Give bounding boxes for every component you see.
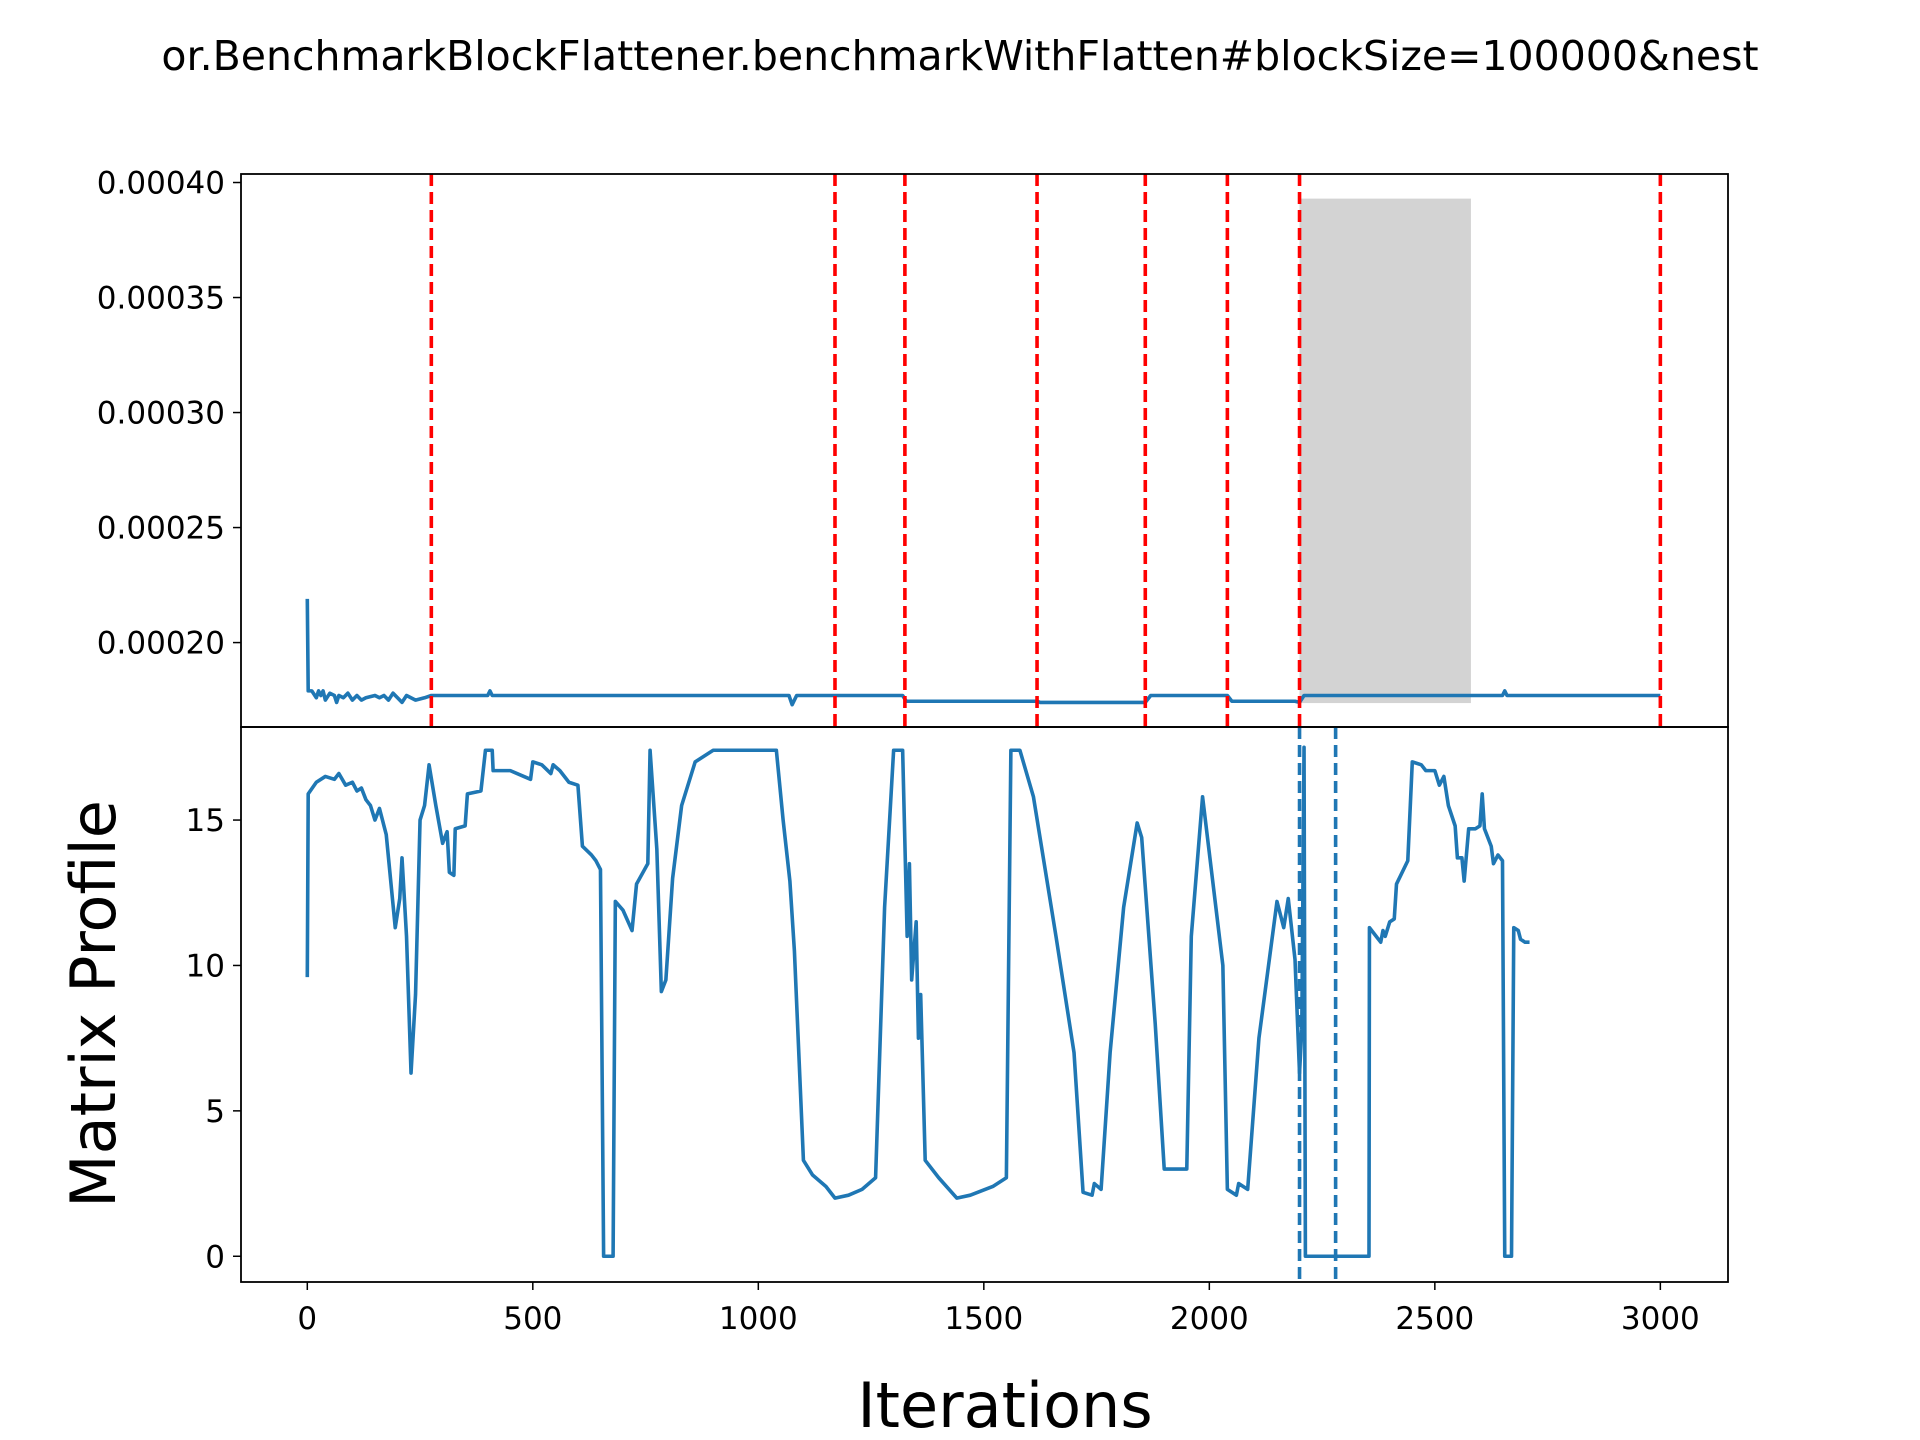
y-tick-label: 5 bbox=[205, 1094, 225, 1130]
x-tick-label: 2000 bbox=[1170, 1301, 1249, 1337]
x-tick-label: 3000 bbox=[1621, 1301, 1700, 1337]
x-axis-label: Iterations bbox=[857, 1369, 1152, 1440]
x-tick-label: 1500 bbox=[944, 1301, 1023, 1337]
shaded-region bbox=[1299, 198, 1471, 704]
y-tick-label: 15 bbox=[186, 803, 225, 839]
y-tick-label: 0.00020 bbox=[97, 626, 225, 662]
y-tick-label: 0.00040 bbox=[97, 166, 225, 202]
x-tick-label: 0 bbox=[297, 1301, 317, 1337]
x-tick-label: 2500 bbox=[1395, 1301, 1474, 1337]
x-tick-label: 500 bbox=[503, 1301, 562, 1337]
x-tick-label: 1000 bbox=[719, 1301, 798, 1337]
y-tick-label: 0.00035 bbox=[97, 281, 225, 317]
y-tick-label: 0.00030 bbox=[97, 396, 225, 432]
y-tick-label: 0 bbox=[205, 1239, 225, 1275]
y-tick-label: 10 bbox=[186, 948, 225, 984]
axes-frame bbox=[240, 173, 1729, 728]
y-tick-label: 0.00025 bbox=[97, 511, 225, 547]
y-axis-label: Matrix Profile bbox=[57, 800, 130, 1208]
axes-frame bbox=[240, 726, 1729, 1283]
data-line bbox=[305, 745, 1530, 1259]
chart-title: or.BenchmarkBlockFlattener.benchmarkWith… bbox=[161, 32, 1758, 80]
data-line bbox=[305, 598, 1661, 707]
